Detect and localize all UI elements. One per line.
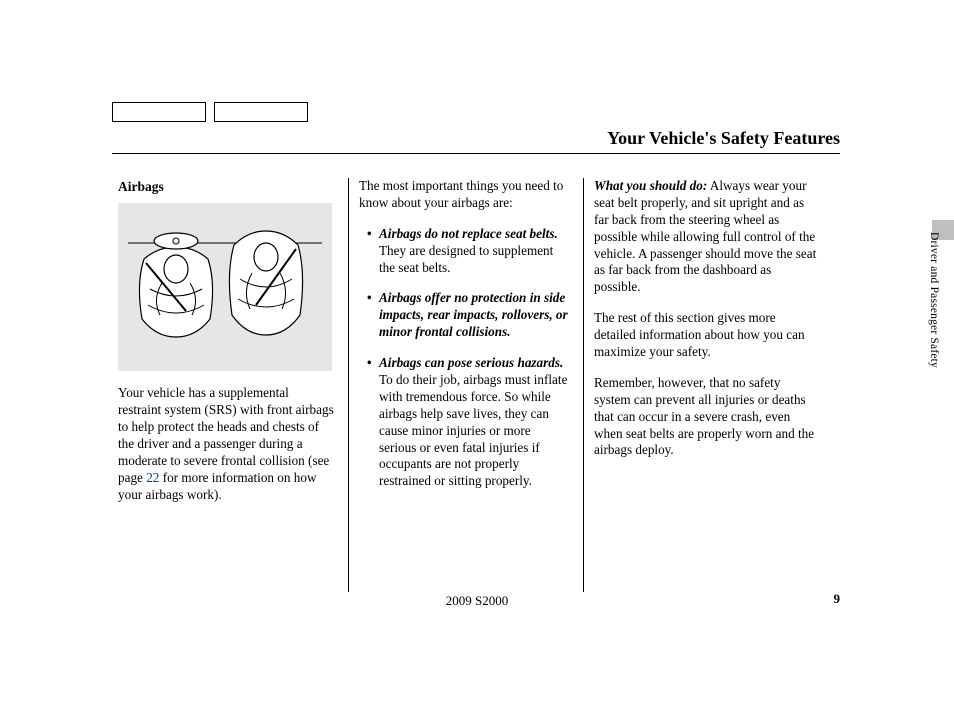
page-ref-link[interactable]: 22 [146, 470, 159, 485]
placeholder-box-2 [214, 102, 308, 122]
col3-p3: Remember, however, that no safety system… [594, 375, 818, 459]
airbag-bullets: Airbags do not replace seat belts. They … [359, 226, 571, 490]
title-bar: Your Vehicle's Safety Features [112, 128, 840, 154]
bullet-3-rest: To do their job, airbags must inflate wi… [379, 372, 567, 488]
column-2: The most important things you need to kn… [349, 178, 583, 592]
col3-p1-lead: What you should do: [594, 178, 707, 193]
col2-intro: The most important things you need to kn… [359, 178, 571, 212]
section-side-label: Driver and Passenger Safety [924, 232, 940, 432]
airbags-subhead: Airbags [118, 178, 334, 195]
bullet-1-bold: Airbags do not replace seat belts. [379, 226, 558, 241]
bullet-1-rest: They are designed to supplement the seat… [379, 243, 553, 275]
col1-para1: Your vehicle has a supplemental restrain… [118, 385, 334, 503]
page-title: Your Vehicle's Safety Features [112, 128, 840, 149]
placeholder-box-1 [112, 102, 206, 122]
bullet-1: Airbags do not replace seat belts. They … [369, 226, 571, 277]
content-columns: Airbags [118, 178, 842, 592]
top-placeholder-boxes [112, 102, 308, 122]
col3-p1-rest: Always wear your seat belt properly, and… [594, 178, 816, 294]
bullet-2: Airbags offer no protection in side impa… [369, 290, 571, 341]
manual-page: Your Vehicle's Safety Features Airbags [0, 0, 954, 710]
bullet-3: Airbags can pose serious hazards. To do … [369, 355, 571, 490]
column-1: Airbags [118, 178, 348, 592]
page-number: 9 [834, 591, 841, 607]
col3-p1: What you should do: Always wear your sea… [594, 178, 818, 296]
footer-model: 2009 S2000 [0, 593, 954, 609]
bullet-3-bold: Airbags can pose serious hazards. [379, 355, 563, 370]
bullet-2-bold: Airbags offer no protection in side impa… [379, 290, 568, 339]
airbag-seats-figure [118, 203, 332, 371]
column-3: What you should do: Always wear your sea… [584, 178, 818, 592]
col3-p2: The rest of this section gives more deta… [594, 310, 818, 361]
